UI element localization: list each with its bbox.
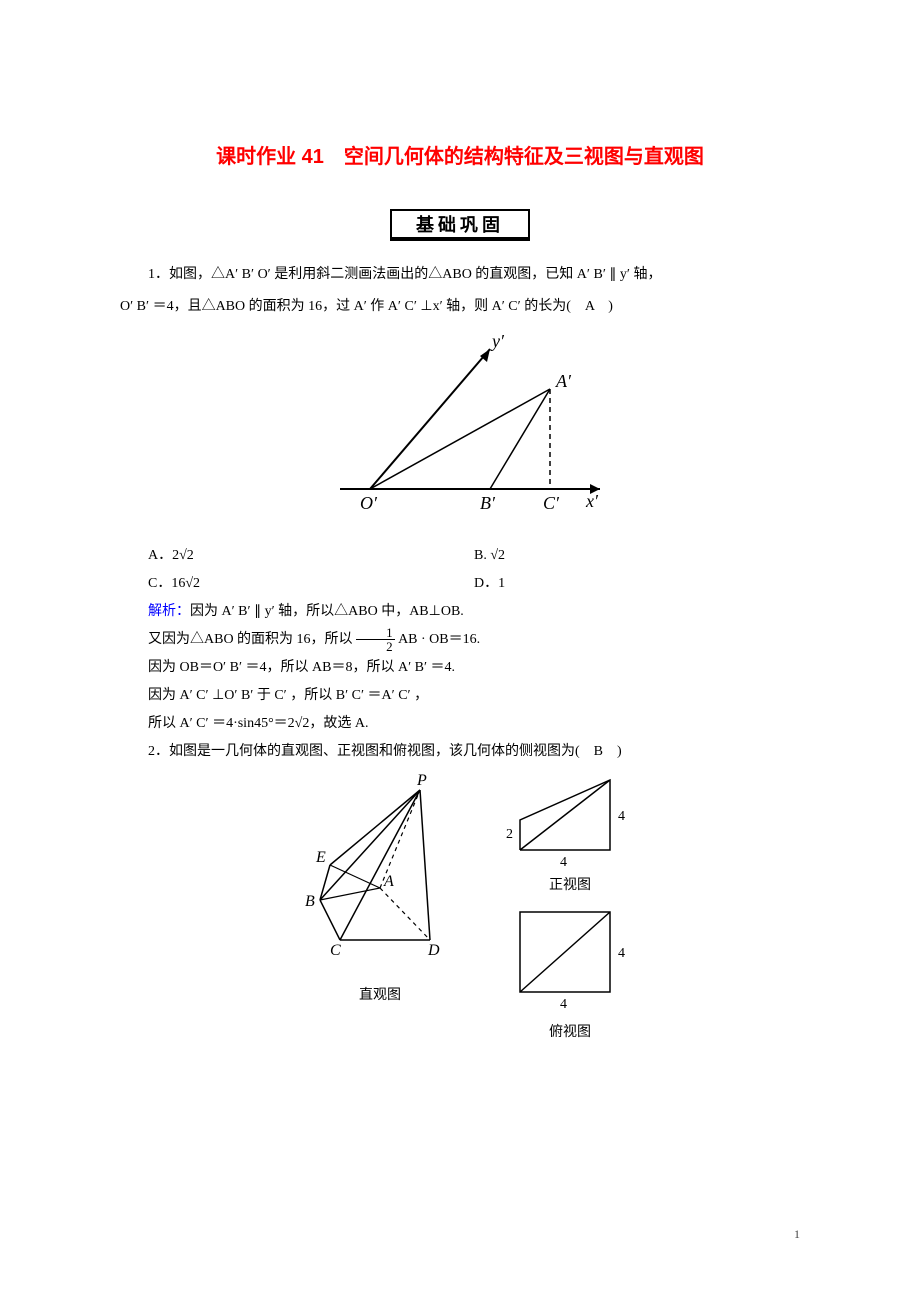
problem-1-options-row2: C．16√2 D．1 xyxy=(120,570,800,598)
page-title: 课时作业 41 空间几何体的结构特征及三视图与直观图 xyxy=(120,140,800,169)
section-badge: 基础巩固 xyxy=(390,209,530,241)
frac-one-half: 12 xyxy=(356,626,395,653)
figure-2-container: P E B A C D 直观图 2 4 4 正视图 4 4 俯视图 xyxy=(120,770,800,1041)
svg-text:D: D xyxy=(427,942,440,959)
svg-text:C: C xyxy=(330,942,341,959)
fig1-label-x: x′ xyxy=(585,491,599,511)
problem-1-options-row1: A．2√2 B. √2 xyxy=(120,542,800,570)
frac-den: 2 xyxy=(356,640,395,653)
frac-num: 1 xyxy=(356,626,395,640)
fig1-label-O: O′ xyxy=(360,493,378,513)
svg-text:B: B xyxy=(305,893,315,910)
right-views-col: 2 4 4 正视图 4 4 俯视图 xyxy=(500,770,640,1041)
fig1-label-B: B′ xyxy=(480,493,496,513)
fig1-label-A: A′ xyxy=(555,371,572,391)
top-view-svg: 4 4 xyxy=(500,902,640,1017)
opt-B: B. √2 xyxy=(474,548,505,563)
analysis-1-line2: 又因为△ABO 的面积为 16，所以 12 AB · OB＝16. xyxy=(120,626,800,654)
top-dim-bottom: 4 xyxy=(560,997,567,1012)
direct-view-label: 直观图 xyxy=(359,984,401,1004)
opt-C: C．16√2 xyxy=(148,576,200,591)
direct-view-col: P E B A C D 直观图 xyxy=(280,770,480,1004)
fig1-label-y: y′ xyxy=(490,331,505,351)
figure-1-container: y′ x′ O′ B′ C′ A′ xyxy=(120,329,800,534)
analysis-1-line5: 所以 A′ C′ ＝4·sin45°＝2√2，故选 A. xyxy=(120,710,800,738)
analysis-1-line4: 因为 A′ C′ ⊥O′ B′ 于 C′ ，所以 B′ C′ ＝A′ C′ ， xyxy=(120,682,800,710)
opt-D: D．1 xyxy=(474,576,505,591)
svg-text:P: P xyxy=(416,772,427,789)
analysis-1-text2a: 又因为△ABO 的面积为 16，所以 xyxy=(148,632,353,647)
analysis-1-line3: 因为 OB＝O′ B′ ＝4，所以 AB＝8，所以 A′ B′ ＝4. xyxy=(120,654,800,682)
fig1-label-C: C′ xyxy=(543,493,560,513)
problem-2-text: 2．如图是一几何体的直观图、正视图和俯视图，该几何体的侧视图为( B ) xyxy=(120,738,800,766)
problem-1-line2: O′ B′ ＝4，且△ABO 的面积为 16，过 A′ 作 A′ C′ ⊥x′ … xyxy=(120,293,800,321)
page-number: 1 xyxy=(794,1227,800,1242)
front-view-svg: 2 4 4 xyxy=(500,770,640,870)
problem-1-line1: 1．如图，△A′ B′ O′ 是利用斜二测画法画出的△ABO 的直观图，已知 A… xyxy=(120,261,800,289)
top-dim-right: 4 xyxy=(618,946,625,961)
front-dim-left: 2 xyxy=(506,827,513,842)
direct-view-svg: P E B A C D xyxy=(280,770,480,980)
front-view-label: 正视图 xyxy=(549,874,591,894)
figure-1: y′ x′ O′ B′ C′ A′ xyxy=(310,329,610,534)
analysis-1-text1: 因为 A′ B′ ∥ y′ 轴，所以△ABO 中，AB⊥OB. xyxy=(190,604,464,619)
figure-1-svg: y′ x′ O′ B′ C′ A′ xyxy=(310,329,610,529)
front-dim-right: 4 xyxy=(618,809,625,824)
opt-A: A．2√2 xyxy=(148,548,194,563)
analysis-1-text2b: AB · OB＝16. xyxy=(398,632,480,647)
front-dim-bottom: 4 xyxy=(560,855,567,870)
svg-text:E: E xyxy=(315,849,326,866)
svg-text:A: A xyxy=(383,873,394,890)
top-view-label: 俯视图 xyxy=(549,1021,591,1041)
analysis-label: 解析： xyxy=(148,604,190,619)
analysis-1-line1: 解析：因为 A′ B′ ∥ y′ 轴，所以△ABO 中，AB⊥OB. xyxy=(120,598,800,626)
